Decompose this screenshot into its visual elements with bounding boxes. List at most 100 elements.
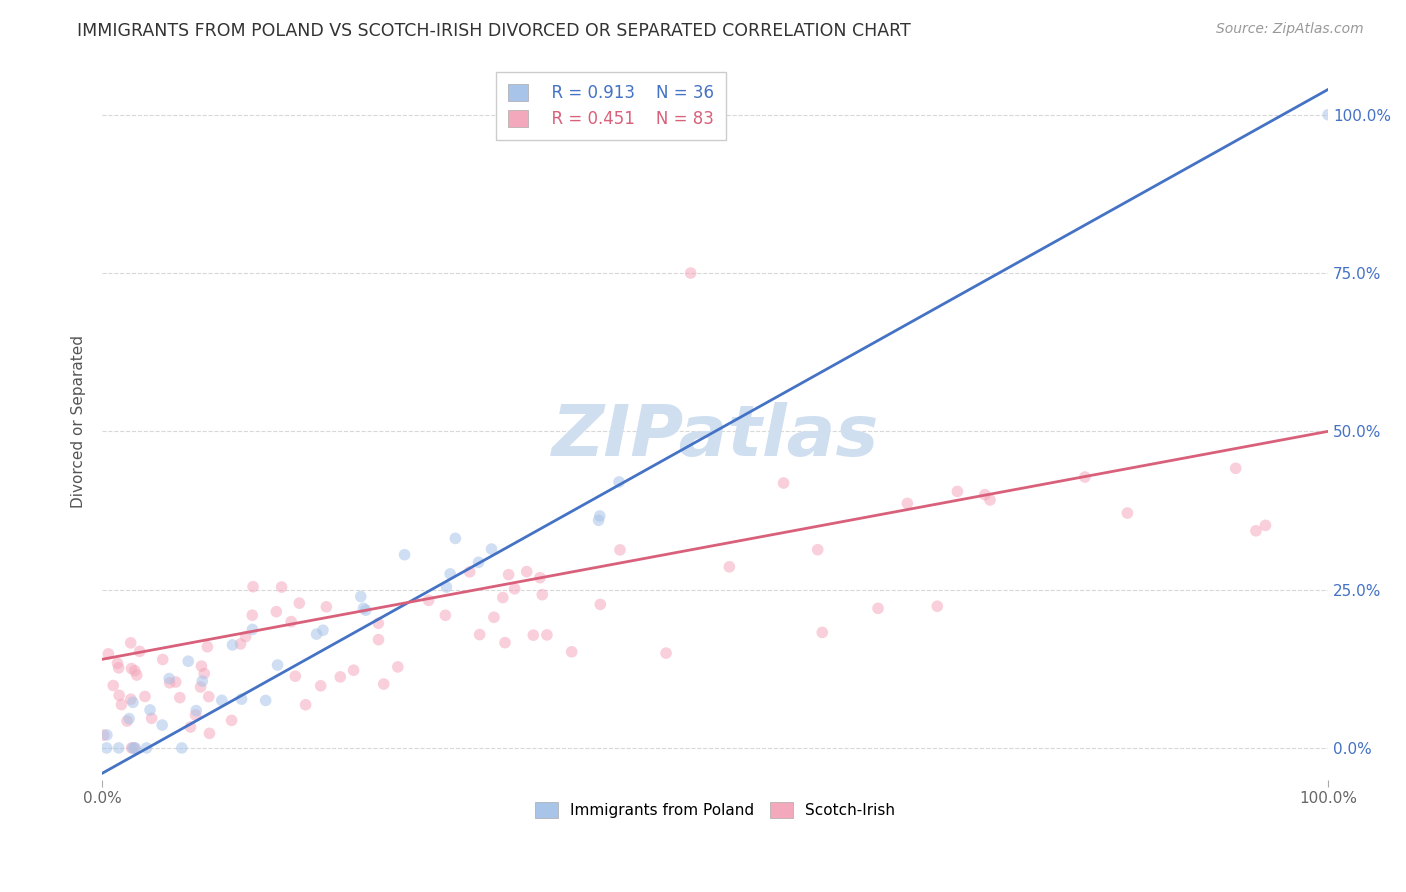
Point: [229, 637, 252, 651]
Point: [498, 567, 520, 582]
Point: [121, 661, 143, 675]
Point: [1244, 524, 1267, 538]
Point: [124, 741, 146, 756]
Point: [190, 680, 212, 694]
Point: [191, 674, 214, 689]
Point: [354, 603, 377, 617]
Point: [679, 266, 702, 280]
Point: [294, 698, 316, 712]
Point: [93, 728, 115, 742]
Point: [516, 565, 538, 579]
Point: [1116, 506, 1139, 520]
Point: [467, 555, 489, 569]
Point: [1317, 108, 1340, 122]
Point: [312, 624, 335, 638]
Point: [197, 690, 219, 704]
Point: [373, 677, 395, 691]
Point: [866, 601, 889, 615]
Point: [150, 718, 173, 732]
Point: [195, 640, 218, 654]
Point: [179, 720, 201, 734]
Point: [184, 708, 207, 723]
Point: [120, 636, 142, 650]
Point: [141, 711, 163, 725]
Point: [367, 632, 389, 647]
Point: [165, 675, 187, 690]
Point: [434, 608, 457, 623]
Point: [128, 644, 150, 658]
Point: [107, 661, 129, 675]
Point: [718, 559, 741, 574]
Point: [121, 741, 143, 756]
Point: [927, 599, 949, 614]
Point: [235, 630, 257, 644]
Text: ZIPatlas: ZIPatlas: [551, 401, 879, 471]
Point: [367, 616, 389, 631]
Point: [231, 692, 253, 706]
Point: [221, 714, 243, 728]
Point: [288, 596, 311, 610]
Point: [124, 664, 146, 678]
Point: [807, 542, 830, 557]
Point: [394, 548, 416, 562]
Point: [494, 635, 516, 649]
Point: [96, 728, 118, 742]
Point: [134, 690, 156, 704]
Point: [946, 484, 969, 499]
Point: [588, 513, 610, 527]
Y-axis label: Divorced or Separated: Divorced or Separated: [72, 335, 86, 508]
Point: [522, 628, 544, 642]
Point: [315, 599, 337, 614]
Point: [482, 610, 505, 624]
Point: [436, 580, 458, 594]
Point: [254, 693, 277, 707]
Point: [266, 605, 288, 619]
Point: [492, 591, 515, 605]
Point: [107, 657, 129, 671]
Point: [387, 660, 409, 674]
Point: [503, 582, 526, 596]
Point: [135, 741, 157, 756]
Point: [529, 571, 551, 585]
Point: [561, 645, 583, 659]
Point: [169, 690, 191, 705]
Point: [139, 703, 162, 717]
Point: [458, 565, 481, 579]
Point: [607, 475, 630, 489]
Point: [284, 669, 307, 683]
Point: [170, 741, 193, 756]
Point: [468, 627, 491, 641]
Point: [121, 741, 143, 756]
Point: [329, 670, 352, 684]
Point: [1225, 461, 1247, 475]
Point: [280, 615, 302, 629]
Point: [655, 646, 678, 660]
Point: [190, 659, 212, 673]
Point: [103, 679, 125, 693]
Point: [242, 580, 264, 594]
Point: [240, 623, 263, 637]
Point: [353, 601, 375, 615]
Point: [266, 658, 288, 673]
Point: [157, 672, 180, 686]
Point: [1074, 470, 1097, 484]
Point: [177, 654, 200, 668]
Point: [211, 693, 233, 707]
Point: [198, 726, 221, 740]
Point: [152, 652, 174, 666]
Point: [96, 741, 118, 756]
Point: [221, 638, 243, 652]
Point: [811, 625, 834, 640]
Point: [342, 663, 364, 677]
Point: [979, 492, 1001, 507]
Point: [589, 508, 612, 523]
Point: [107, 741, 129, 756]
Point: [240, 608, 263, 623]
Point: [120, 692, 142, 706]
Point: [481, 542, 503, 557]
Point: [609, 542, 631, 557]
Point: [110, 698, 132, 712]
Point: [124, 741, 146, 756]
Point: [896, 496, 918, 510]
Point: [536, 628, 558, 642]
